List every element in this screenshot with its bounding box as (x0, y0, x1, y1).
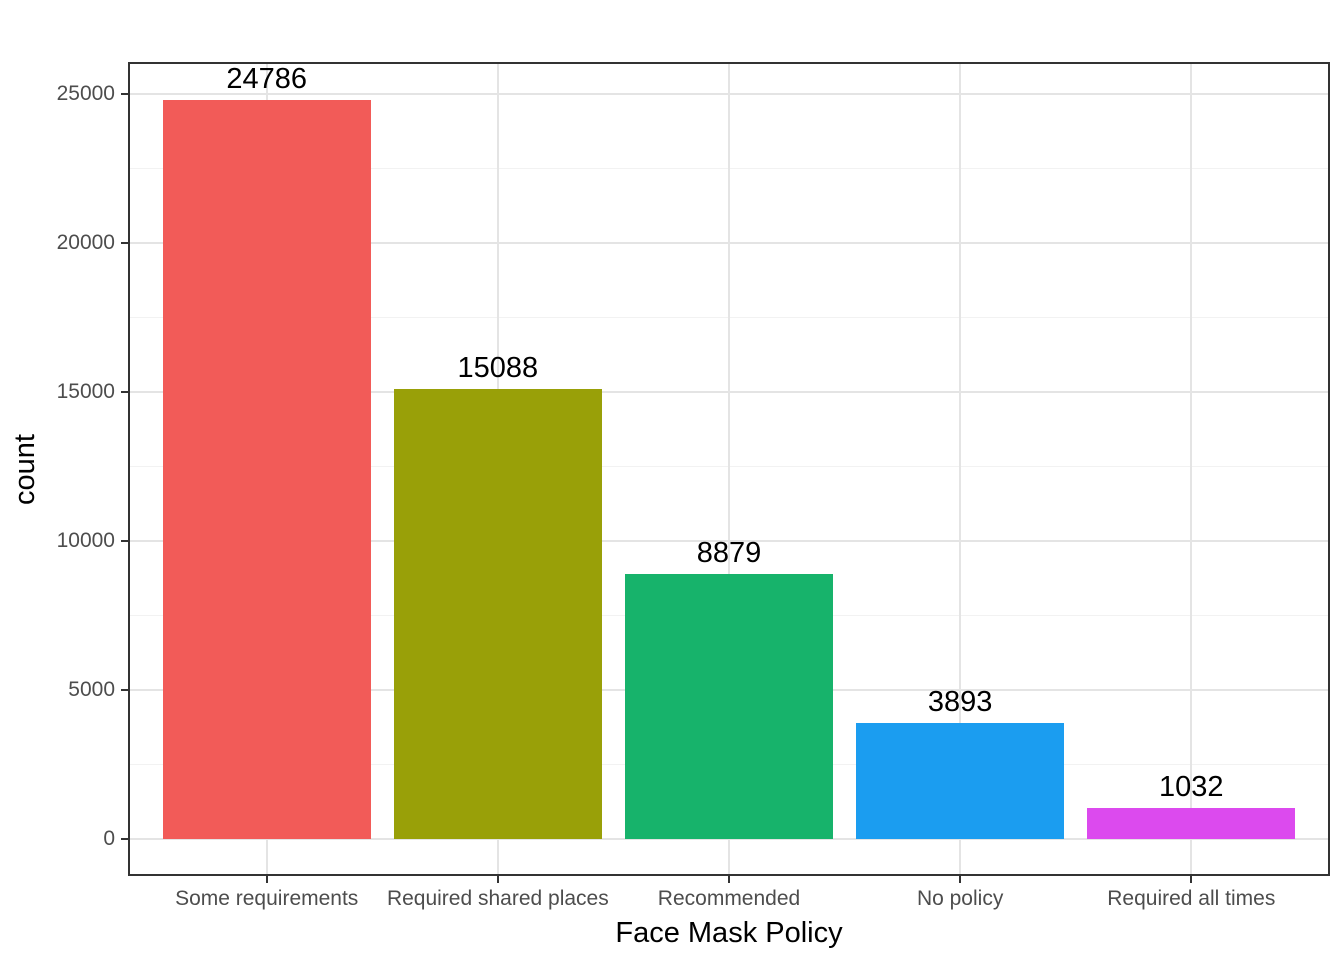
y-tick-mark (121, 539, 128, 542)
bar (1087, 808, 1296, 839)
y-tick-mark (121, 688, 128, 691)
bar-value-label: 24786 (226, 62, 308, 95)
grid-major-line (128, 838, 1330, 840)
grid-minor-line (128, 465, 1330, 467)
bar (393, 389, 602, 839)
grid-minor-line (128, 614, 1330, 616)
x-tick-mark (728, 876, 730, 883)
grid-major-line (128, 92, 1330, 95)
grid-vertical-line (265, 62, 268, 876)
x-tick-label: Required shared places (386, 887, 609, 910)
grid-minor-line (128, 316, 1330, 318)
bar-value-label: 1032 (1159, 771, 1224, 804)
grid-vertical-line (1190, 62, 1193, 876)
grid-vertical-line (728, 62, 730, 876)
bar (624, 574, 833, 839)
x-tick-label: Required all times (1107, 887, 1276, 910)
x-tick-label: Some requirements (175, 887, 359, 910)
x-tick-mark (265, 876, 268, 883)
y-axis-title: count (6, 62, 44, 876)
grid-major-line (128, 241, 1330, 244)
x-tick-mark (1190, 876, 1193, 883)
grid-minor-line (128, 763, 1330, 765)
grid-minor-line (128, 167, 1330, 169)
x-tick-mark (959, 876, 962, 883)
bar-value-label: 8879 (696, 537, 762, 570)
y-axis-title-text: count (8, 433, 41, 505)
x-axis-title: Face Mask Policy (615, 917, 843, 949)
bar (856, 722, 1065, 839)
y-tick-mark (121, 390, 128, 393)
bar (162, 99, 371, 839)
y-tick-mark (121, 241, 128, 244)
x-tick-label: No policy (916, 887, 1004, 910)
grid-vertical-line (959, 62, 962, 876)
grid-major-line (128, 688, 1330, 691)
x-tick-mark (496, 876, 499, 883)
x-tick-label: Recommended (657, 887, 801, 910)
y-tick-mark (121, 838, 128, 840)
bar-value-label: 3893 (927, 685, 993, 718)
grid-major-line (128, 539, 1330, 542)
grid-vertical-line (496, 62, 499, 876)
grid-major-line (128, 390, 1330, 393)
panel-border (128, 62, 1330, 876)
y-tick-mark (121, 92, 128, 95)
bar-value-label: 15088 (457, 352, 539, 385)
